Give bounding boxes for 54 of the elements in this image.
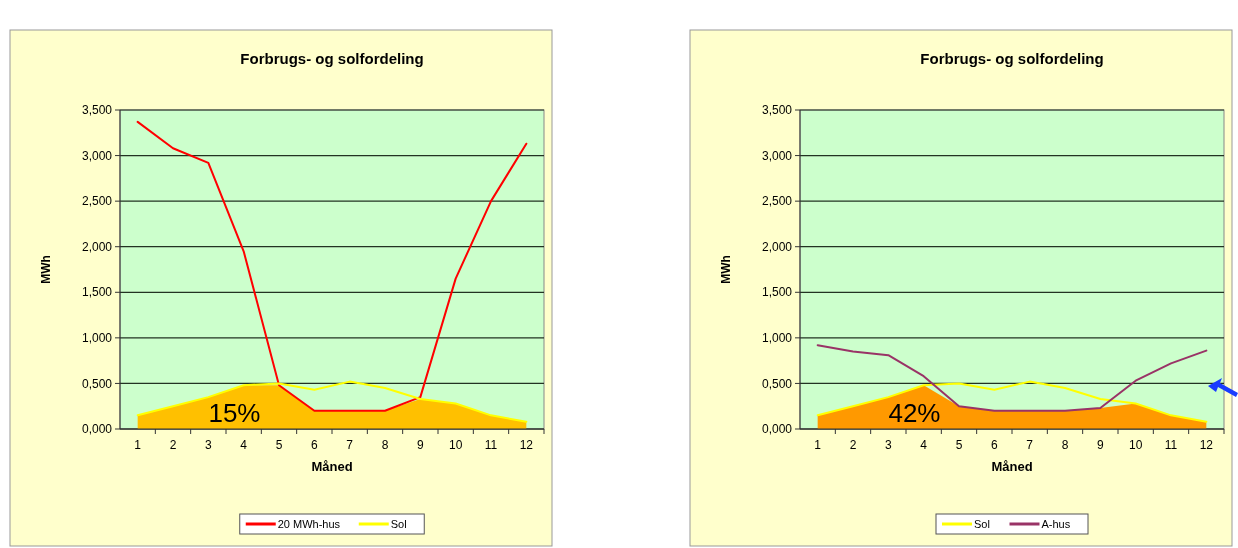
chart-title: Forbrugs- og solfordeling [240,50,424,67]
x-tick-label: 11 [484,438,498,452]
y-tick-label: 3,500 [761,103,793,118]
x-tick-label: 5 [955,438,963,452]
y-tick-label: 0,000 [81,422,113,437]
annotation: 42% [888,398,941,429]
x-tick-label: 10 [448,438,463,452]
y-tick-label: 2,000 [761,239,793,254]
x-tick-label: 10 [1128,438,1143,452]
x-tick-label: 5 [275,438,283,452]
line-series [136,380,528,423]
y-tick-label: 2,500 [81,194,113,209]
y-tick-label: 1,000 [761,331,793,346]
x-tick-label: 4 [240,438,248,452]
x-tick-label: 9 [1096,438,1104,452]
y-tick-label: 3,500 [81,103,113,118]
y-tick-label: 3,000 [81,148,113,163]
y-tick-label: 1,500 [761,285,793,300]
x-tick-label: 6 [310,438,318,452]
y-tick-label: 0,000 [761,422,793,437]
x-tick-label: 12 [519,438,534,452]
line-series [816,380,1208,423]
y-tick-label: 2,500 [761,194,793,209]
chart-title: Forbrugs- og solfordeling [920,50,1104,67]
x-tick-label: 2 [849,438,857,452]
y-tick-label: 1,500 [81,285,113,300]
x-tick-label: 12 [1199,438,1214,452]
legend-label: 20 MWh-hus [277,517,341,530]
x-axis-title: Måned [991,459,1033,474]
legend-label: Sol [390,517,407,530]
x-axis-title: Måned [311,459,353,474]
x-tick-label: 1 [134,438,142,452]
x-tick-label: 11 [1164,438,1178,452]
y-tick-label: 2,000 [81,239,113,254]
y-axis-title: MWh [719,255,733,284]
annotation: 15% [208,398,261,429]
legend-label: A-hus [1041,517,1071,530]
x-tick-label: 8 [381,438,389,452]
y-tick-label: 1,000 [81,331,113,346]
x-tick-label: 7 [346,438,354,452]
x-tick-label: 2 [169,438,177,452]
x-tick-label: 7 [1026,438,1034,452]
x-tick-label: 3 [884,438,892,452]
x-tick-label: 3 [204,438,212,452]
x-tick-label: 6 [990,438,998,452]
legend-label: Sol [974,517,990,530]
y-tick-label: 0,500 [81,376,113,391]
x-tick-label: 4 [920,438,928,452]
y-tick-label: 0,500 [761,376,793,391]
y-tick-label: 3,000 [761,148,793,163]
y-axis-title: MWh [39,255,53,284]
x-tick-label: 9 [416,438,424,452]
x-tick-label: 1 [814,438,822,452]
x-tick-label: 8 [1061,438,1069,452]
